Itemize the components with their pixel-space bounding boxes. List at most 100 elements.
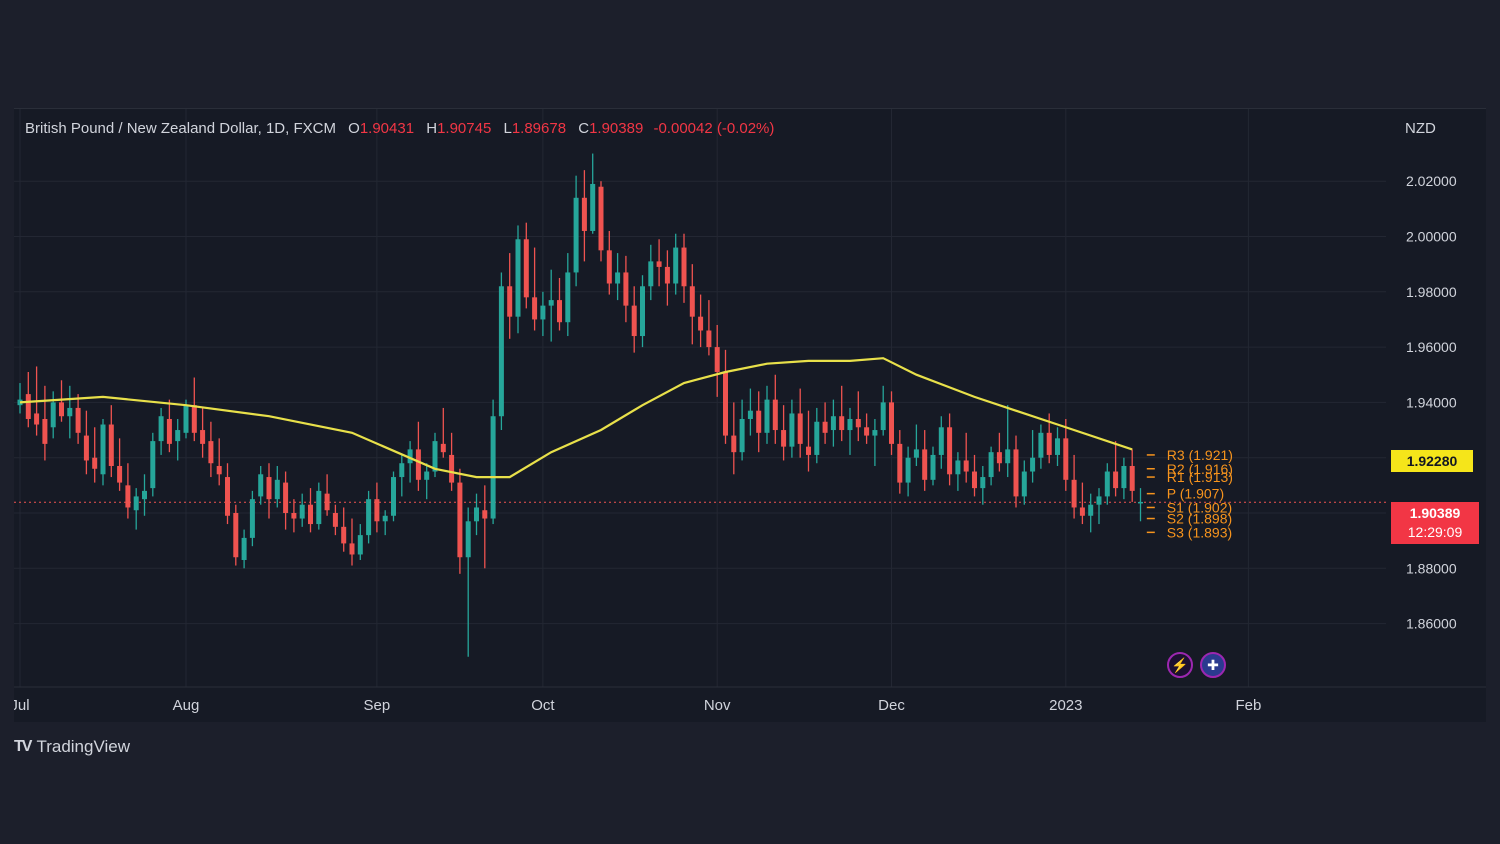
candle-body [249,499,255,538]
bar-countdown: 12:29:09 [1407,524,1463,540]
candle-body [872,430,878,436]
candle-body [606,250,612,284]
candle-body [947,427,953,475]
x-tick-label: Dec [878,697,905,714]
candle-body [83,435,89,461]
symbol-title: British Pound / New Zealand Dollar, 1D, … [25,120,336,137]
currency-label[interactable]: NZD [1405,120,1436,137]
candle-body [1055,438,1060,455]
chart-pane[interactable]: 2.020002.000001.980001.960001.940001.920… [14,108,1486,722]
candle-body [17,399,23,406]
candle-body [523,239,529,298]
candle-body [92,457,98,469]
candle-body [357,535,363,555]
candle-body [341,526,347,544]
candle-body [457,482,463,558]
candle-body [864,427,870,436]
candle-body [1021,471,1027,497]
candle-body [963,460,969,472]
candle-body [432,441,438,472]
candle-body [150,441,156,489]
candle-body [490,416,496,519]
candle-body [540,305,546,320]
candle-body [258,474,264,497]
candle-body [299,504,305,519]
candle-body [723,371,728,436]
candle-body [308,504,313,525]
candle-body [1121,465,1127,489]
candle-body [706,330,712,348]
last-price-value: 1.90389 [1409,505,1461,521]
candle-body [772,399,778,431]
candle-body [200,430,206,444]
x-tick-label: Jul [14,697,30,714]
candle-body [283,482,289,513]
candle-body [225,477,230,516]
candle-body [615,272,621,284]
candle-body [42,418,48,444]
candle-body [449,454,455,483]
candle-body [631,305,637,337]
candle-body [407,449,413,464]
candle-body [1063,438,1069,480]
candle-body [332,513,338,527]
candle-body [1138,501,1143,504]
open-value: 1.90431 [359,120,415,137]
candle-body [739,418,745,453]
tradingview-brand[interactable]: TV TradingView [14,737,130,757]
y-tick-label: 2.02000 [1406,173,1457,189]
candle-body [50,402,56,428]
candle-body [1088,504,1094,516]
candle-body [806,446,811,455]
candle-body [25,394,31,419]
candle-body [399,463,405,478]
candle-body [764,399,770,433]
candle-body [1096,496,1102,505]
uk-flag-icon[interactable]: ✚ [1200,652,1226,678]
candle-body [897,443,903,483]
candle-body [133,496,139,511]
low-value: 1.89678 [511,120,567,137]
pivot-label: P (1.907) [1167,486,1224,502]
candle-body [208,441,214,464]
candle-body [316,490,322,525]
candle-body [664,266,670,284]
low-label: L [503,120,512,137]
candle-body [889,402,894,444]
candle-body [913,449,919,458]
candle-body [191,405,197,433]
candle-body [789,413,795,447]
candle-body [474,507,479,522]
candle-body [557,300,562,323]
candle-body [673,247,679,284]
candle-body [366,499,372,536]
candlestick-chart[interactable]: 2.020002.000001.980001.960001.940001.920… [14,109,1486,722]
y-tick-label: 2.00000 [1406,229,1457,245]
candle-body [59,402,64,417]
candle-body [498,286,504,417]
y-tick-label: 1.96000 [1406,339,1457,355]
candle-body [266,477,272,500]
candle-body [598,186,604,251]
candle-body [1030,457,1036,472]
close-label: C [578,120,590,137]
moving-average-price-tag: 1.92280 [1391,450,1473,472]
candle-body [424,471,430,480]
x-tick-label: Aug [173,697,200,714]
candle-body [855,418,861,428]
bolt-icon[interactable]: ⚡ [1167,652,1193,678]
candle-body [175,430,181,442]
candle-body [75,407,81,433]
candle-body [972,471,977,489]
candle-body [656,261,662,267]
candle-body [1038,432,1044,458]
candle-body [465,521,471,558]
candle-body [839,416,845,431]
candle-body [1046,432,1052,455]
moving-average-line [19,357,1133,479]
candle-body [233,513,239,558]
candle-body [391,477,396,516]
candle-body [565,272,571,323]
candle-body [515,239,521,317]
candle-body [830,416,836,431]
